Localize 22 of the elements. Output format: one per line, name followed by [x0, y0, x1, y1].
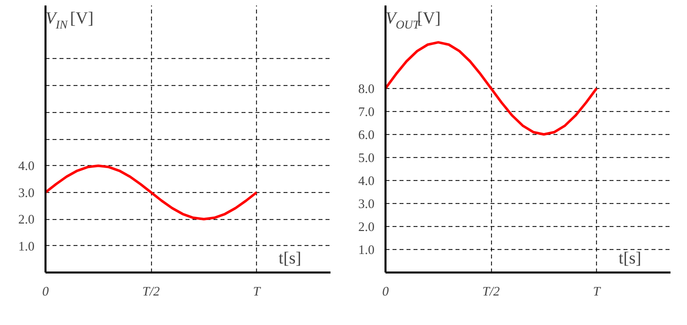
y-tick-label: 6.0	[358, 126, 374, 142]
x-axis-title: t[s]	[618, 248, 642, 268]
x-tick-label: T	[592, 284, 601, 298]
y-tick-label: 3.0	[358, 196, 374, 211]
line-series	[386, 41, 598, 136]
y-tick-label: 2.0	[358, 218, 374, 234]
y-tick-label: 1.0	[358, 242, 374, 257]
y-tick-label: 7.0	[358, 104, 374, 119]
x-tick-label: T/2	[142, 284, 160, 298]
y-tick-label: 4.0	[358, 172, 374, 188]
line-series	[46, 164, 258, 220]
x-axis-title: t[s]	[278, 248, 302, 268]
y-tick-label: 8.0	[358, 80, 374, 96]
y-tick-label: 5.0	[358, 150, 374, 165]
y-tick-label: 2.0	[18, 212, 34, 227]
y-tick-label: 4.0	[18, 158, 34, 174]
y-tick-label: 3.0	[18, 184, 34, 200]
x-tick-label: T	[252, 284, 261, 298]
y-tick-label: 1.0	[18, 238, 34, 254]
x-tick-label: T/2	[482, 284, 500, 298]
x-tick-label: 0	[382, 284, 390, 298]
x-tick-label: 0	[42, 284, 50, 298]
